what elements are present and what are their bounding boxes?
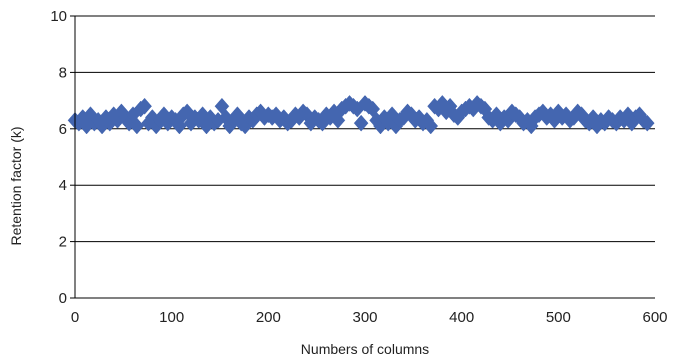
y-tick-label: 2 (59, 234, 67, 251)
gridlines (75, 15, 655, 243)
x-tick-label: 200 (256, 309, 281, 326)
x-tick-label: 300 (352, 309, 377, 326)
x-tick-label: 500 (546, 309, 571, 326)
data-point (353, 114, 369, 132)
data-point (137, 97, 152, 115)
data-point (423, 117, 439, 135)
y-tick-labels: 0 2 4 6 8 10 (50, 8, 75, 307)
x-tick-label: 600 (642, 309, 667, 326)
x-axis-title: Numbers of columns (301, 341, 429, 357)
y-tick-label: 6 (59, 121, 67, 138)
y-tick-label: 4 (59, 177, 67, 194)
x-tick-label: 100 (159, 309, 184, 326)
y-tick-label: 0 (59, 290, 67, 307)
y-tick-label: 10 (50, 8, 67, 25)
data-points (67, 95, 655, 135)
x-tick-labels: 0 100 200 300 400 500 600 (71, 309, 668, 326)
y-tick-label: 8 (59, 64, 67, 81)
x-tick-label: 400 (449, 309, 474, 326)
data-point (639, 114, 655, 132)
y-axis-title: Retention factor (k) (8, 126, 24, 245)
x-tick-label: 0 (71, 309, 79, 326)
